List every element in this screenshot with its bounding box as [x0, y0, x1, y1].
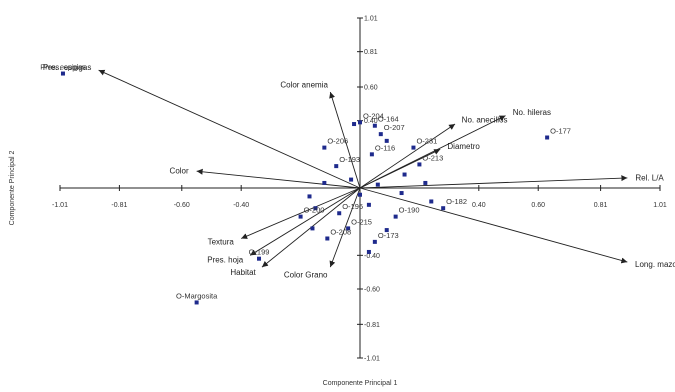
- loading-arrow: [359, 175, 628, 189]
- loading-label: Color anemia: [280, 80, 328, 89]
- score-point: [358, 120, 362, 125]
- point-label: O-200: [304, 206, 325, 215]
- score-point: [366, 249, 371, 254]
- loading-vectors: Pres. espigas Color anemia Color Textura Pre…: [43, 63, 675, 280]
- score-point: [366, 202, 371, 207]
- score-point: [411, 145, 416, 150]
- point-label: O-164: [378, 115, 399, 124]
- score-point: [334, 164, 339, 169]
- point-label: O-173: [378, 231, 399, 240]
- point-label: O-177: [550, 127, 571, 136]
- score-point: [307, 194, 312, 199]
- score-point: [349, 177, 354, 182]
- score-point: [402, 172, 407, 177]
- score-point: [322, 145, 327, 150]
- loading-label: Rel. L/A: [635, 174, 664, 183]
- score-point: [545, 135, 550, 140]
- point-label: O-213: [422, 153, 443, 162]
- point-label: O-190: [399, 206, 420, 215]
- score-point: [393, 214, 398, 219]
- x-tick-label: 0.40: [472, 202, 486, 209]
- loading-arrow: [359, 148, 441, 189]
- score-point: [298, 214, 303, 219]
- loading-label: Diametro: [447, 142, 480, 151]
- loading-arrow: [98, 69, 361, 189]
- loading-arrow: [359, 187, 628, 264]
- y-axis-title: Componente Principal 2: [9, 151, 16, 226]
- x-axis-title: Componente Principal 1: [323, 380, 398, 387]
- score-point: [378, 132, 383, 137]
- loading-label: Pres. hoja: [207, 256, 244, 265]
- score-point: [352, 122, 357, 127]
- x-tick-label: -0.81: [111, 202, 127, 209]
- loading-label: Pres. espigas: [43, 63, 91, 72]
- loading-arrow: [241, 187, 361, 239]
- score-point: [310, 226, 315, 231]
- score-point: [322, 180, 327, 185]
- x-tick-label: -1.01: [52, 202, 68, 209]
- point-label: O-196: [342, 202, 363, 211]
- y-tick-label: 0.81: [364, 49, 378, 56]
- score-point: [417, 162, 422, 167]
- score-point: [325, 236, 330, 241]
- score-point: [346, 226, 351, 231]
- point-label: O-215: [351, 217, 372, 226]
- point-label: O-204: [363, 111, 384, 120]
- loading-label: Habitat: [230, 268, 256, 277]
- x-tick-label: 0.81: [594, 202, 608, 209]
- x-tick-label: 1.01: [653, 202, 667, 209]
- score-point: [372, 239, 377, 244]
- loading-arrow: [196, 168, 361, 189]
- loading-arrow: [329, 187, 361, 268]
- loading-arrow: [329, 91, 361, 189]
- score-point: [399, 191, 404, 196]
- score-point: [384, 138, 389, 143]
- loading-label: Long. mazorca: [635, 260, 675, 269]
- point-label: O-193: [339, 155, 360, 164]
- y-tick-label: -0.81: [364, 322, 380, 329]
- y-tick-label: -0.40: [364, 253, 380, 260]
- loading-label: No. anecillos: [462, 116, 508, 125]
- score-point: [369, 152, 374, 157]
- score-point: [337, 211, 342, 216]
- score-points: Pres. espigasO-MargositaO-177O-206O-204O…: [40, 63, 571, 305]
- score-point: [375, 182, 380, 187]
- x-tick-label: -0.40: [233, 202, 249, 209]
- score-point: [60, 71, 65, 76]
- point-label: O-231: [416, 137, 437, 146]
- y-tick-label: -0.60: [364, 286, 380, 293]
- x-tick-label: -0.60: [174, 202, 190, 209]
- point-label: Pres. espigas: [40, 63, 86, 72]
- point-label: O-182: [446, 197, 467, 206]
- point-label: O-206: [327, 137, 348, 146]
- point-label: O-208: [330, 227, 351, 236]
- y-tick-label: 1.01: [364, 16, 378, 23]
- x-tick-label: 0.60: [531, 202, 545, 209]
- score-point: [194, 300, 199, 305]
- y-tick-label: 0.60: [364, 85, 378, 92]
- score-point: [429, 199, 434, 204]
- score-point: [257, 256, 262, 261]
- score-point: [423, 180, 428, 185]
- loading-arrow: [359, 123, 456, 189]
- loading-label: Color Grano: [284, 271, 328, 280]
- score-point: [358, 192, 362, 197]
- loading-label: Textura: [208, 238, 235, 247]
- point-label: O-199: [249, 248, 270, 257]
- y-tick-label: -1.01: [364, 356, 380, 363]
- score-point: [441, 206, 446, 211]
- point-label: O-116: [375, 143, 395, 152]
- score-point: [372, 123, 377, 128]
- loading-label: Color: [170, 166, 189, 175]
- score-point: [384, 228, 389, 233]
- y-tick-label: 0.40: [364, 118, 378, 125]
- loading-label: No. hileras: [513, 108, 551, 117]
- point-label: O-Margosita: [176, 291, 218, 300]
- point-label: O-207: [384, 123, 405, 132]
- axes: -1.01 -0.81 -0.60 -0.40 0.40 0.60 0.81 1.01 1.01…: [52, 16, 667, 363]
- score-point: [313, 206, 318, 211]
- loading-arrow: [249, 187, 361, 256]
